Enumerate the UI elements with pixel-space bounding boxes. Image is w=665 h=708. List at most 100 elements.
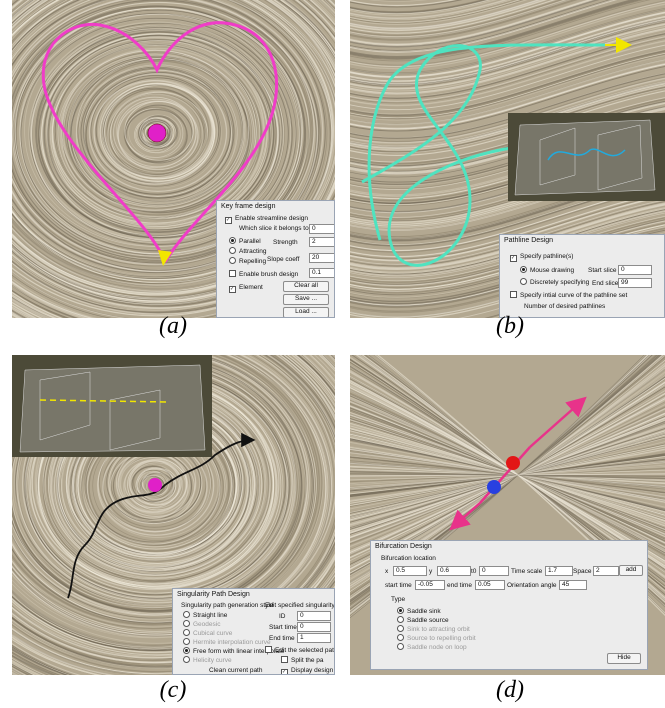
texture xyxy=(12,0,335,305)
texture xyxy=(350,0,455,6)
texture xyxy=(350,18,665,85)
checkbox[interactable]: Specify intial curve of the pathline set xyxy=(510,291,627,300)
texture xyxy=(12,0,335,302)
button[interactable]: Hide xyxy=(607,653,641,664)
text-field[interactable]: 99 xyxy=(618,278,652,288)
text-field[interactable]: 0 xyxy=(297,611,331,621)
text-field[interactable]: -0.05 xyxy=(415,580,445,590)
texture xyxy=(350,0,544,30)
texture xyxy=(12,0,315,265)
caption: (d) xyxy=(496,677,524,703)
text-field[interactable]: 45 xyxy=(559,580,587,590)
panel-b-marks xyxy=(361,37,665,267)
radio-option[interactable]: Saddle node on loop xyxy=(397,643,467,652)
texture xyxy=(350,0,525,24)
text-field[interactable]: 20 xyxy=(309,253,334,263)
texture xyxy=(350,356,665,596)
label: ID xyxy=(279,613,286,620)
text-field[interactable]: 0 xyxy=(297,622,331,632)
text-field[interactable]: 1.7 xyxy=(545,566,573,576)
checkbox[interactable]: Specify pathline(s) xyxy=(510,253,573,262)
radio-option[interactable]: Saddle source xyxy=(397,616,449,625)
radio-option[interactable]: Parallel xyxy=(229,237,261,246)
checkbox[interactable]: Element xyxy=(229,284,263,293)
texture xyxy=(350,98,665,165)
checkbox[interactable]: Enable brush design xyxy=(229,270,298,279)
radio-option[interactable]: Helicity curve xyxy=(183,656,232,665)
radio-option[interactable]: Sink to attracting orbit xyxy=(397,625,470,634)
radio-option[interactable]: Discretely specifying xyxy=(520,278,589,287)
texture xyxy=(12,355,335,675)
checkbox[interactable]: Enable streamline design xyxy=(225,215,308,224)
radio-option[interactable]: Hermite interpolation curve xyxy=(183,638,271,647)
texture xyxy=(88,73,228,192)
button[interactable]: Load ... xyxy=(283,307,329,317)
unstable-direction xyxy=(449,502,481,531)
texture xyxy=(350,0,572,39)
texture xyxy=(12,0,335,315)
texture xyxy=(350,73,665,139)
texture xyxy=(350,60,665,126)
texture xyxy=(12,355,332,637)
label: Type xyxy=(391,596,406,603)
radio-option[interactable]: Mouse drawing xyxy=(520,266,574,275)
text-field[interactable]: 0 xyxy=(618,265,652,275)
texture xyxy=(12,0,324,276)
texture xyxy=(350,66,665,132)
button[interactable]: Clear all xyxy=(283,281,329,292)
texture xyxy=(350,29,665,95)
radio-option[interactable]: Attracting xyxy=(229,247,266,256)
texture xyxy=(12,355,335,659)
checkbox[interactable]: Display design curve xyxy=(281,667,334,674)
radio-option[interactable]: Source to repelling orbit xyxy=(397,634,476,643)
texture xyxy=(12,0,335,305)
texture xyxy=(350,0,508,19)
texture xyxy=(350,1,665,68)
text-field[interactable]: 2 xyxy=(309,237,334,247)
texture xyxy=(12,0,320,274)
texture xyxy=(350,21,665,87)
texture xyxy=(12,355,324,628)
texture xyxy=(350,0,556,34)
singularity xyxy=(147,123,167,143)
label: x xyxy=(385,568,389,575)
radio-option[interactable]: Free form with linear interpolate xyxy=(183,647,284,656)
texture xyxy=(350,448,665,502)
texture xyxy=(350,355,651,613)
texture xyxy=(350,38,665,104)
texture xyxy=(59,47,258,218)
pathline xyxy=(361,43,606,267)
radio-option[interactable]: Saddle sink xyxy=(397,607,441,616)
texture xyxy=(350,0,642,60)
texture xyxy=(350,398,665,553)
text-field[interactable]: 0 xyxy=(309,224,334,234)
checkbox[interactable]: Edit the selected path xyxy=(265,646,334,655)
checkbox[interactable]: Split the pa xyxy=(281,656,324,665)
texture xyxy=(350,59,665,125)
texture xyxy=(350,76,665,143)
text-field[interactable]: 0.05 xyxy=(475,580,505,590)
radio-option[interactable]: Repelling xyxy=(229,257,266,266)
texture xyxy=(350,63,665,130)
texture xyxy=(36,26,283,239)
radio-option[interactable]: Cubical curve xyxy=(183,629,232,638)
texture xyxy=(12,0,319,273)
texture xyxy=(12,0,333,284)
texture xyxy=(350,0,488,14)
texture xyxy=(101,84,210,177)
text-field[interactable]: 0.1 xyxy=(309,268,334,278)
texture xyxy=(12,355,335,664)
radio-option[interactable]: Straight line xyxy=(183,611,227,620)
text-field[interactable]: 0.5 xyxy=(393,566,427,576)
radio-option[interactable]: Geodesic xyxy=(183,620,220,629)
button[interactable]: add xyxy=(619,565,643,576)
text-field[interactable]: 0.6 xyxy=(437,566,471,576)
panel-c-marks xyxy=(12,355,256,599)
texture xyxy=(90,75,221,187)
text-field[interactable]: 0 xyxy=(479,566,509,576)
button[interactable]: Save ... xyxy=(283,294,329,305)
texture xyxy=(43,34,275,233)
text-field[interactable]: 1 xyxy=(297,633,331,643)
text-field[interactable]: 2 xyxy=(593,566,619,576)
